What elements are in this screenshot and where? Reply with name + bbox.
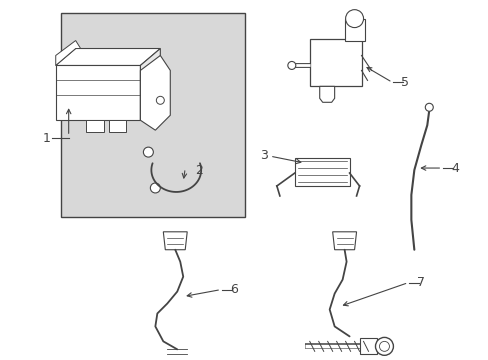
Polygon shape (140, 55, 170, 130)
Polygon shape (56, 49, 160, 66)
Bar (61, 13, 244, 217)
Text: 6: 6 (229, 283, 238, 296)
Text: 7: 7 (416, 276, 425, 289)
Circle shape (375, 337, 393, 355)
Bar (56, 66, 140, 120)
Polygon shape (163, 232, 187, 250)
Polygon shape (56, 41, 81, 66)
Text: 3: 3 (260, 149, 267, 162)
Bar (294, 158, 349, 186)
Polygon shape (332, 232, 356, 250)
Circle shape (345, 10, 363, 28)
Text: 5: 5 (401, 76, 408, 89)
Text: 1: 1 (43, 132, 51, 145)
Circle shape (379, 341, 388, 351)
Bar (344, 19, 364, 41)
Bar (108, 120, 126, 132)
Circle shape (156, 96, 164, 104)
Bar (309, 39, 361, 86)
Text: 2: 2 (195, 163, 203, 176)
Bar (359, 338, 377, 354)
Circle shape (425, 103, 432, 111)
Polygon shape (140, 49, 160, 120)
Circle shape (143, 147, 153, 157)
Polygon shape (319, 86, 334, 102)
Bar (85, 120, 103, 132)
Circle shape (287, 62, 295, 69)
Circle shape (150, 183, 160, 193)
Text: 4: 4 (450, 162, 458, 175)
